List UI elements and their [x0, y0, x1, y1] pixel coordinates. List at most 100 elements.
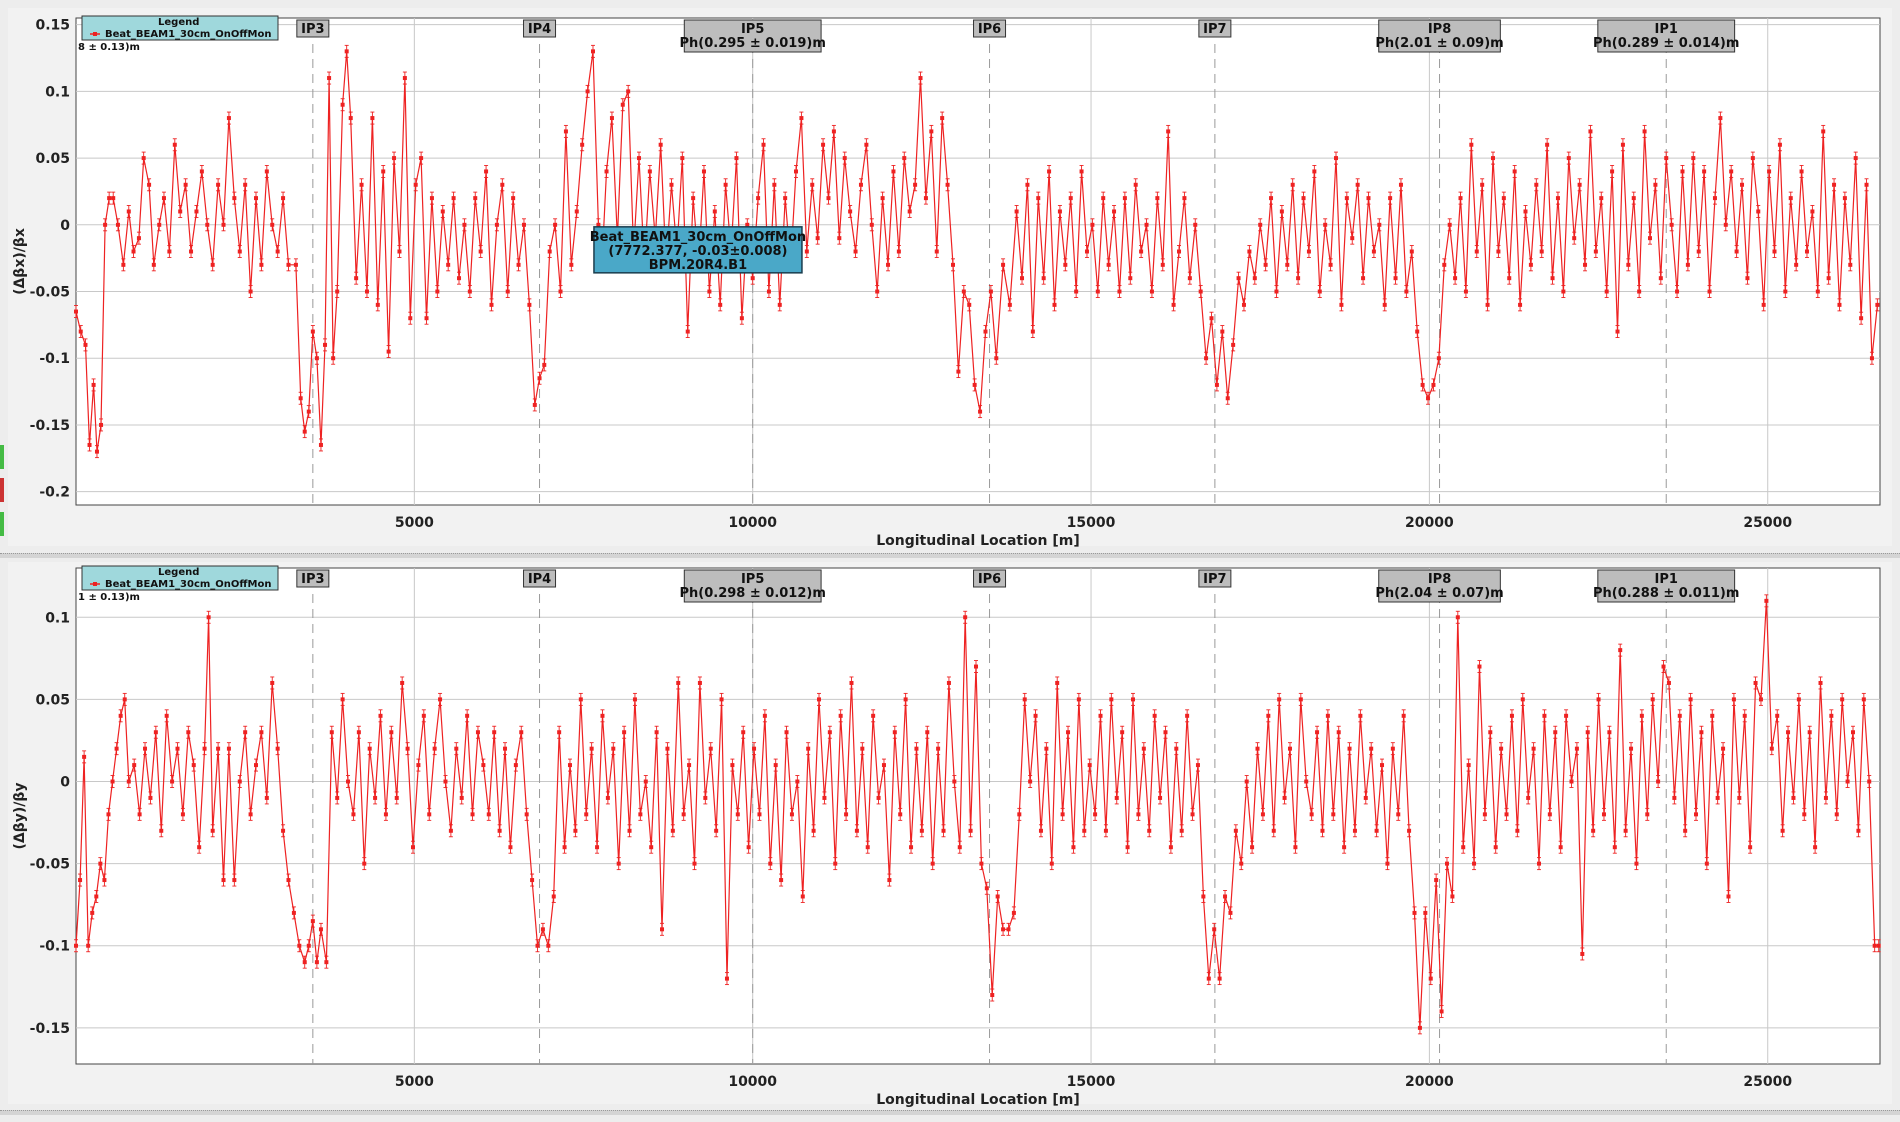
data-point[interactable]	[739, 316, 744, 321]
data-point[interactable]	[1588, 129, 1593, 134]
data-point[interactable]	[98, 861, 103, 866]
data-point[interactable]	[1876, 943, 1881, 948]
data-point[interactable]	[1577, 182, 1582, 187]
data-point[interactable]	[821, 142, 826, 147]
data-point[interactable]	[1799, 169, 1804, 174]
data-point[interactable]	[122, 697, 127, 702]
data-point[interactable]	[1596, 697, 1601, 702]
data-point[interactable]	[386, 349, 391, 354]
data-point[interactable]	[1095, 289, 1100, 294]
data-point[interactable]	[1087, 763, 1092, 768]
data-point[interactable]	[118, 713, 123, 718]
data-point[interactable]	[1068, 196, 1073, 201]
data-point[interactable]	[1112, 209, 1117, 214]
data-point[interactable]	[1477, 664, 1482, 669]
data-point[interactable]	[799, 116, 804, 121]
data-point[interactable]	[665, 746, 670, 751]
data-point[interactable]	[1149, 289, 1154, 294]
data-point[interactable]	[1634, 861, 1639, 866]
data-point[interactable]	[1377, 222, 1382, 227]
data-point[interactable]	[578, 697, 583, 702]
data-point[interactable]	[500, 182, 505, 187]
data-point[interactable]	[465, 713, 470, 718]
data-point[interactable]	[627, 828, 632, 833]
data-point[interactable]	[1076, 697, 1081, 702]
data-point[interactable]	[1702, 169, 1707, 174]
data-point[interactable]	[1417, 1025, 1422, 1030]
data-point[interactable]	[1103, 828, 1108, 833]
data-point[interactable]	[562, 845, 567, 850]
data-point[interactable]	[1501, 196, 1506, 201]
data-point[interactable]	[1007, 302, 1012, 307]
data-point[interactable]	[1861, 697, 1866, 702]
data-point[interactable]	[1569, 779, 1574, 784]
data-point[interactable]	[1407, 828, 1412, 833]
data-point[interactable]	[620, 102, 625, 107]
data-point[interactable]	[1542, 713, 1547, 718]
data-point[interactable]	[1033, 713, 1038, 718]
data-point[interactable]	[392, 156, 397, 161]
data-point[interactable]	[435, 289, 440, 294]
data-point[interactable]	[1293, 845, 1298, 850]
data-point[interactable]	[1177, 249, 1182, 254]
data-point[interactable]	[604, 169, 609, 174]
data-point[interactable]	[484, 169, 489, 174]
data-point[interactable]	[375, 302, 380, 307]
data-point[interactable]	[226, 116, 231, 121]
data-point[interactable]	[547, 249, 552, 254]
data-point[interactable]	[1802, 812, 1807, 817]
data-point[interactable]	[1526, 795, 1531, 800]
data-point[interactable]	[1788, 196, 1793, 201]
data-point[interactable]	[1290, 182, 1295, 187]
data-point[interactable]	[1515, 828, 1520, 833]
data-point[interactable]	[1106, 262, 1111, 267]
data-point[interactable]	[1550, 276, 1555, 281]
data-point[interactable]	[394, 795, 399, 800]
data-point[interactable]	[1842, 196, 1847, 201]
data-point[interactable]	[1872, 943, 1877, 948]
data-point[interactable]	[91, 382, 96, 387]
data-point[interactable]	[306, 409, 311, 414]
data-point[interactable]	[1469, 142, 1474, 147]
data-point[interactable]	[1490, 156, 1495, 161]
data-point[interactable]	[1694, 812, 1699, 817]
data-point[interactable]	[1653, 182, 1658, 187]
data-point[interactable]	[291, 910, 296, 915]
data-point[interactable]	[429, 196, 434, 201]
data-point[interactable]	[1718, 116, 1723, 121]
data-point[interactable]	[170, 779, 175, 784]
data-point[interactable]	[359, 182, 364, 187]
data-point[interactable]	[1645, 812, 1650, 817]
data-point[interactable]	[558, 289, 563, 294]
data-point[interactable]	[489, 302, 494, 307]
data-point[interactable]	[876, 795, 881, 800]
data-point[interactable]	[310, 329, 315, 334]
data-point[interactable]	[1434, 878, 1439, 883]
data-point[interactable]	[1090, 222, 1095, 227]
data-point[interactable]	[1856, 828, 1861, 833]
data-point[interactable]	[956, 369, 961, 374]
data-point[interactable]	[1753, 680, 1758, 685]
data-point[interactable]	[1133, 182, 1138, 187]
data-point[interactable]	[1707, 289, 1712, 294]
data-point[interactable]	[670, 828, 675, 833]
data-point[interactable]	[930, 861, 935, 866]
data-point[interactable]	[1509, 713, 1514, 718]
data-point[interactable]	[1710, 713, 1715, 718]
data-point[interactable]	[189, 249, 194, 254]
data-point[interactable]	[833, 861, 838, 866]
data-point[interactable]	[335, 795, 340, 800]
data-point[interactable]	[180, 812, 185, 817]
data-point[interactable]	[1117, 289, 1122, 294]
data-point[interactable]	[580, 142, 585, 147]
data-point[interactable]	[532, 402, 537, 407]
data-point[interactable]	[669, 182, 674, 187]
data-point[interactable]	[1764, 598, 1769, 603]
data-point[interactable]	[486, 812, 491, 817]
data-point[interactable]	[1231, 342, 1236, 347]
data-point[interactable]	[1545, 142, 1550, 147]
data-point[interactable]	[756, 196, 761, 201]
data-point[interactable]	[1528, 262, 1533, 267]
data-point[interactable]	[869, 222, 874, 227]
data-point[interactable]	[1656, 779, 1661, 784]
